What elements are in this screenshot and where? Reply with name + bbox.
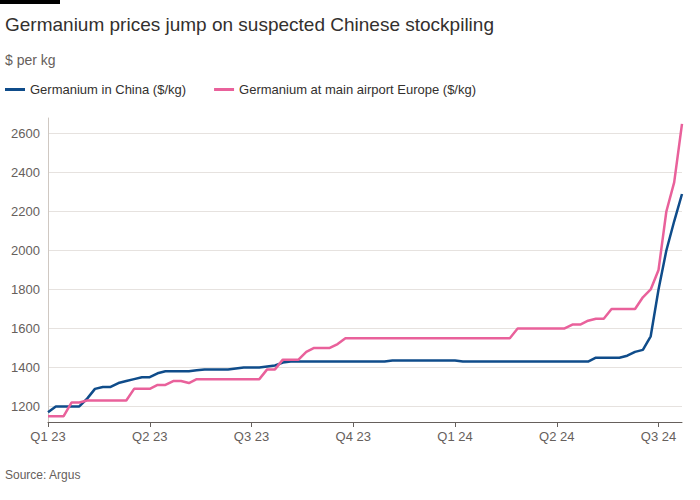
svg-text:2600: 2600 (11, 126, 40, 141)
svg-text:Germanium at main airport Euro: Germanium at main airport Europe ($/kg) (239, 82, 476, 97)
svg-text:2200: 2200 (11, 204, 40, 219)
svg-text:Q1 23: Q1 23 (30, 429, 65, 444)
svg-text:Q3 23: Q3 23 (234, 429, 269, 444)
svg-text:2400: 2400 (11, 165, 40, 180)
svg-text:Q4 23: Q4 23 (336, 429, 371, 444)
svg-text:1800: 1800 (11, 282, 40, 297)
svg-text:Source: Argus: Source: Argus (5, 468, 80, 482)
svg-text:Q2 23: Q2 23 (132, 429, 167, 444)
svg-text:$ per kg: $ per kg (5, 52, 56, 68)
svg-text:1200: 1200 (11, 399, 40, 414)
svg-text:Q1 24: Q1 24 (437, 429, 472, 444)
svg-text:1600: 1600 (11, 321, 40, 336)
svg-text:1400: 1400 (11, 360, 40, 375)
svg-text:Germanium prices jump on suspe: Germanium prices jump on suspected Chine… (5, 14, 494, 35)
svg-text:Q2 24: Q2 24 (539, 429, 574, 444)
svg-text:Germanium in China ($/kg): Germanium in China ($/kg) (30, 82, 186, 97)
svg-text:2000: 2000 (11, 243, 40, 258)
svg-text:Q3 24: Q3 24 (641, 429, 676, 444)
